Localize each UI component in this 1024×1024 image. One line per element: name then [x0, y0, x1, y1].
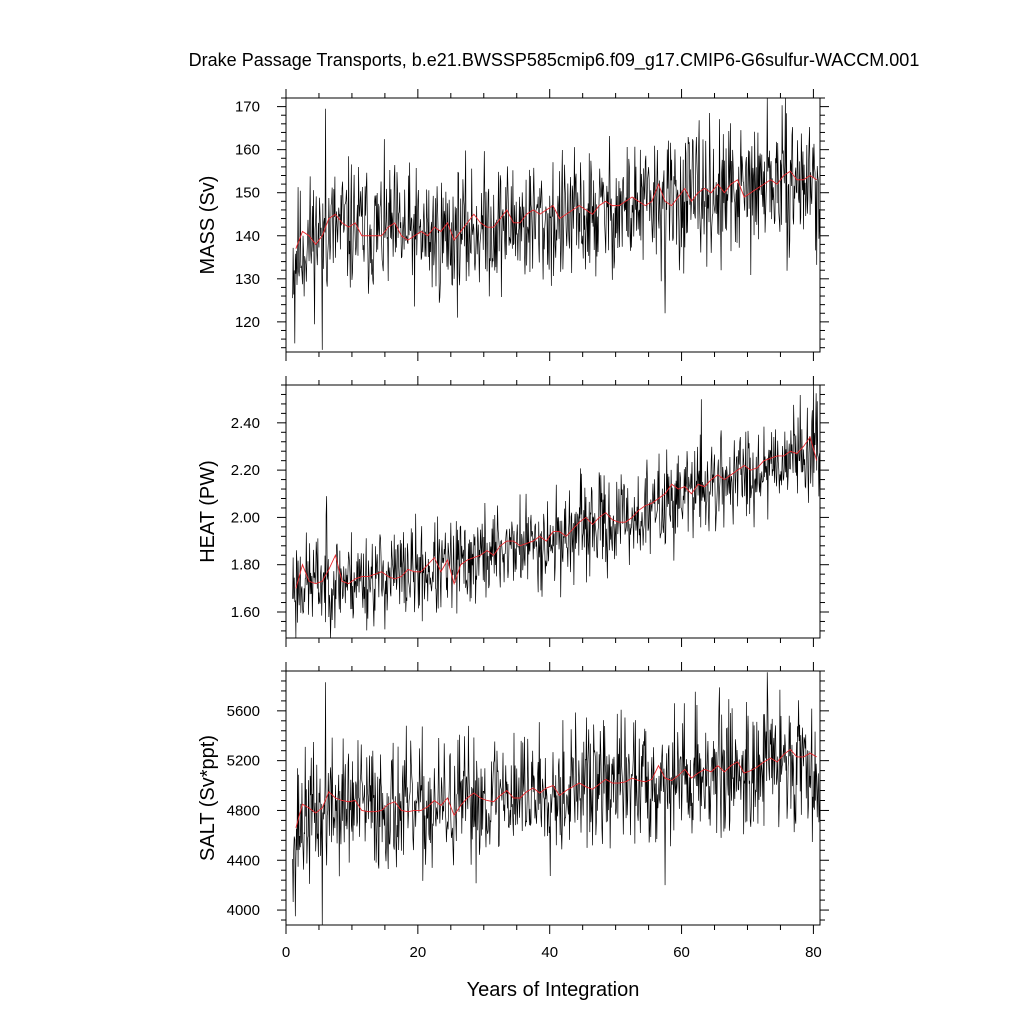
mass-y-tick-label: 150	[235, 185, 260, 202]
chart-title: Drake Passage Transports, b.e21.BWSSP585…	[189, 50, 920, 71]
mass-y-tick-label: 160	[235, 142, 260, 159]
salt-annual-mean-series-line	[295, 748, 817, 829]
salt-y-tick-label: 5600	[227, 703, 260, 720]
x-axis-label: Years of Integration	[467, 979, 640, 1001]
mass-y-tick-label: 130	[235, 271, 260, 288]
salt-monthly-series-line	[292, 672, 820, 925]
mass-y-tick-label: 170	[235, 99, 260, 116]
mass-panel: 120 130 140 150 160 170 MASS (Sv)	[197, 89, 829, 361]
heat-y-tick-label: 2.00	[231, 509, 260, 526]
mass-y-tick-label: 140	[235, 228, 260, 245]
mass-y-axis-label: MASS (Sv)	[197, 176, 219, 275]
salt-x-tick-label: 40	[541, 944, 558, 961]
salt-y-tick-label: 5200	[227, 753, 260, 770]
heat-y-tick-label: 2.40	[231, 415, 260, 432]
salt-y-axis-label: SALT (Sv*ppt)	[197, 735, 219, 861]
salt-y-tick-label: 4400	[227, 852, 260, 869]
heat-y-tick-label: 1.60	[231, 604, 260, 621]
mass-annual-mean-series-line	[295, 170, 817, 249]
heat-annual-mean-series-line	[295, 435, 818, 589]
heat-y-axis-label: HEAT (PW)	[197, 460, 219, 563]
salt-plot-frame	[285, 670, 821, 926]
salt-x-tick-label: 0	[282, 944, 290, 961]
salt-x-tick-label: 20	[410, 944, 427, 961]
salt-x-tick-label: 80	[805, 944, 822, 961]
heat-monthly-series-line	[292, 385, 820, 638]
heat-y-tick-label: 2.20	[231, 462, 260, 479]
mass-y-tick-label: 120	[235, 314, 260, 331]
salt-x-tick-label: 60	[673, 944, 690, 961]
heat-panel: 1.60 1.80 2.00 2.20 2.40 HEAT (PW)	[197, 376, 829, 647]
mass-plot-frame	[285, 97, 821, 353]
salt-panel: 0 20 40 60 80 4000 4400 4800 5200 5600 SALT (Sv*p…	[197, 662, 829, 961]
mass-monthly-series-line	[292, 98, 820, 350]
heat-plot-frame	[285, 384, 821, 639]
salt-y-tick-label: 4800	[227, 802, 260, 819]
heat-y-tick-label: 1.80	[231, 557, 260, 574]
salt-y-tick-label: 4000	[227, 902, 260, 919]
